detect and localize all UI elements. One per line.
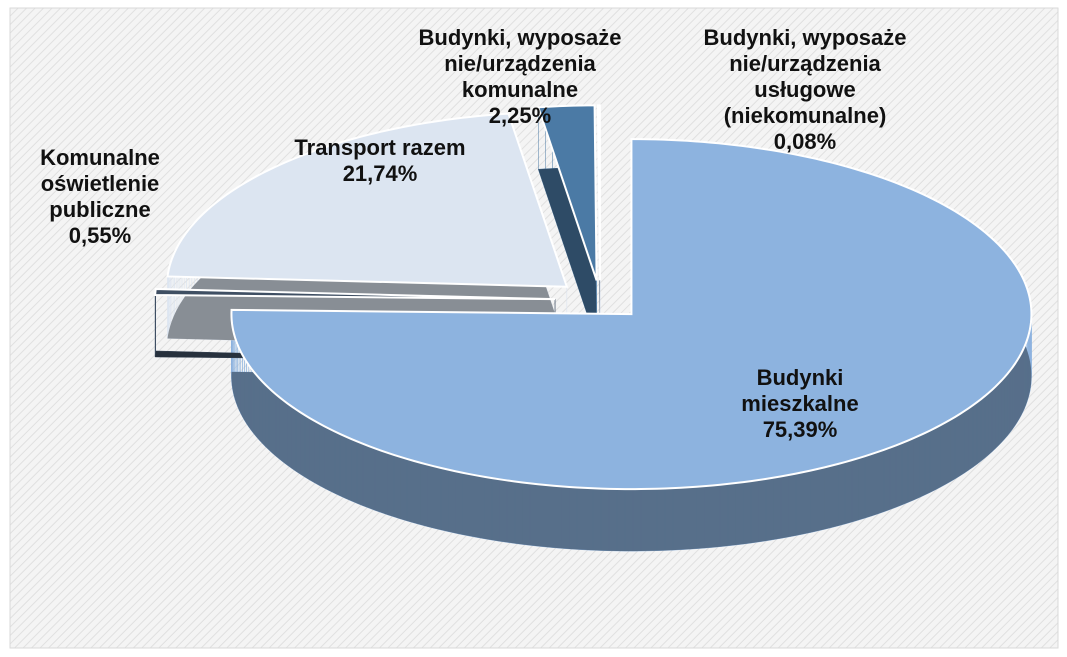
category-label: Budynki, wyposaże nie/urządzenia komunalne bbox=[419, 25, 622, 102]
slice bbox=[596, 104, 601, 281]
slice-side-shade bbox=[155, 288, 556, 362]
category-label: Budynki, wyposaże nie/urządzenia usługowe(… bbox=[704, 25, 907, 128]
value-label: 0,55% bbox=[69, 223, 131, 248]
slice bbox=[230, 138, 1033, 491]
slice bbox=[166, 112, 569, 288]
category-label: Transport razem bbox=[294, 135, 465, 160]
slice-side bbox=[154, 288, 556, 362]
category-label: Budynki mieszkalne bbox=[741, 365, 858, 416]
slice bbox=[154, 287, 556, 301]
category-label: Komunalne oświetlenie publiczne bbox=[40, 145, 160, 222]
slice bbox=[536, 104, 598, 281]
value-label: 21,74% bbox=[343, 161, 418, 186]
value-label: 2,25% bbox=[489, 103, 551, 128]
slice-tops bbox=[154, 104, 1033, 491]
value-label: 75,39% bbox=[763, 417, 838, 442]
value-label: 0,08% bbox=[774, 129, 836, 154]
